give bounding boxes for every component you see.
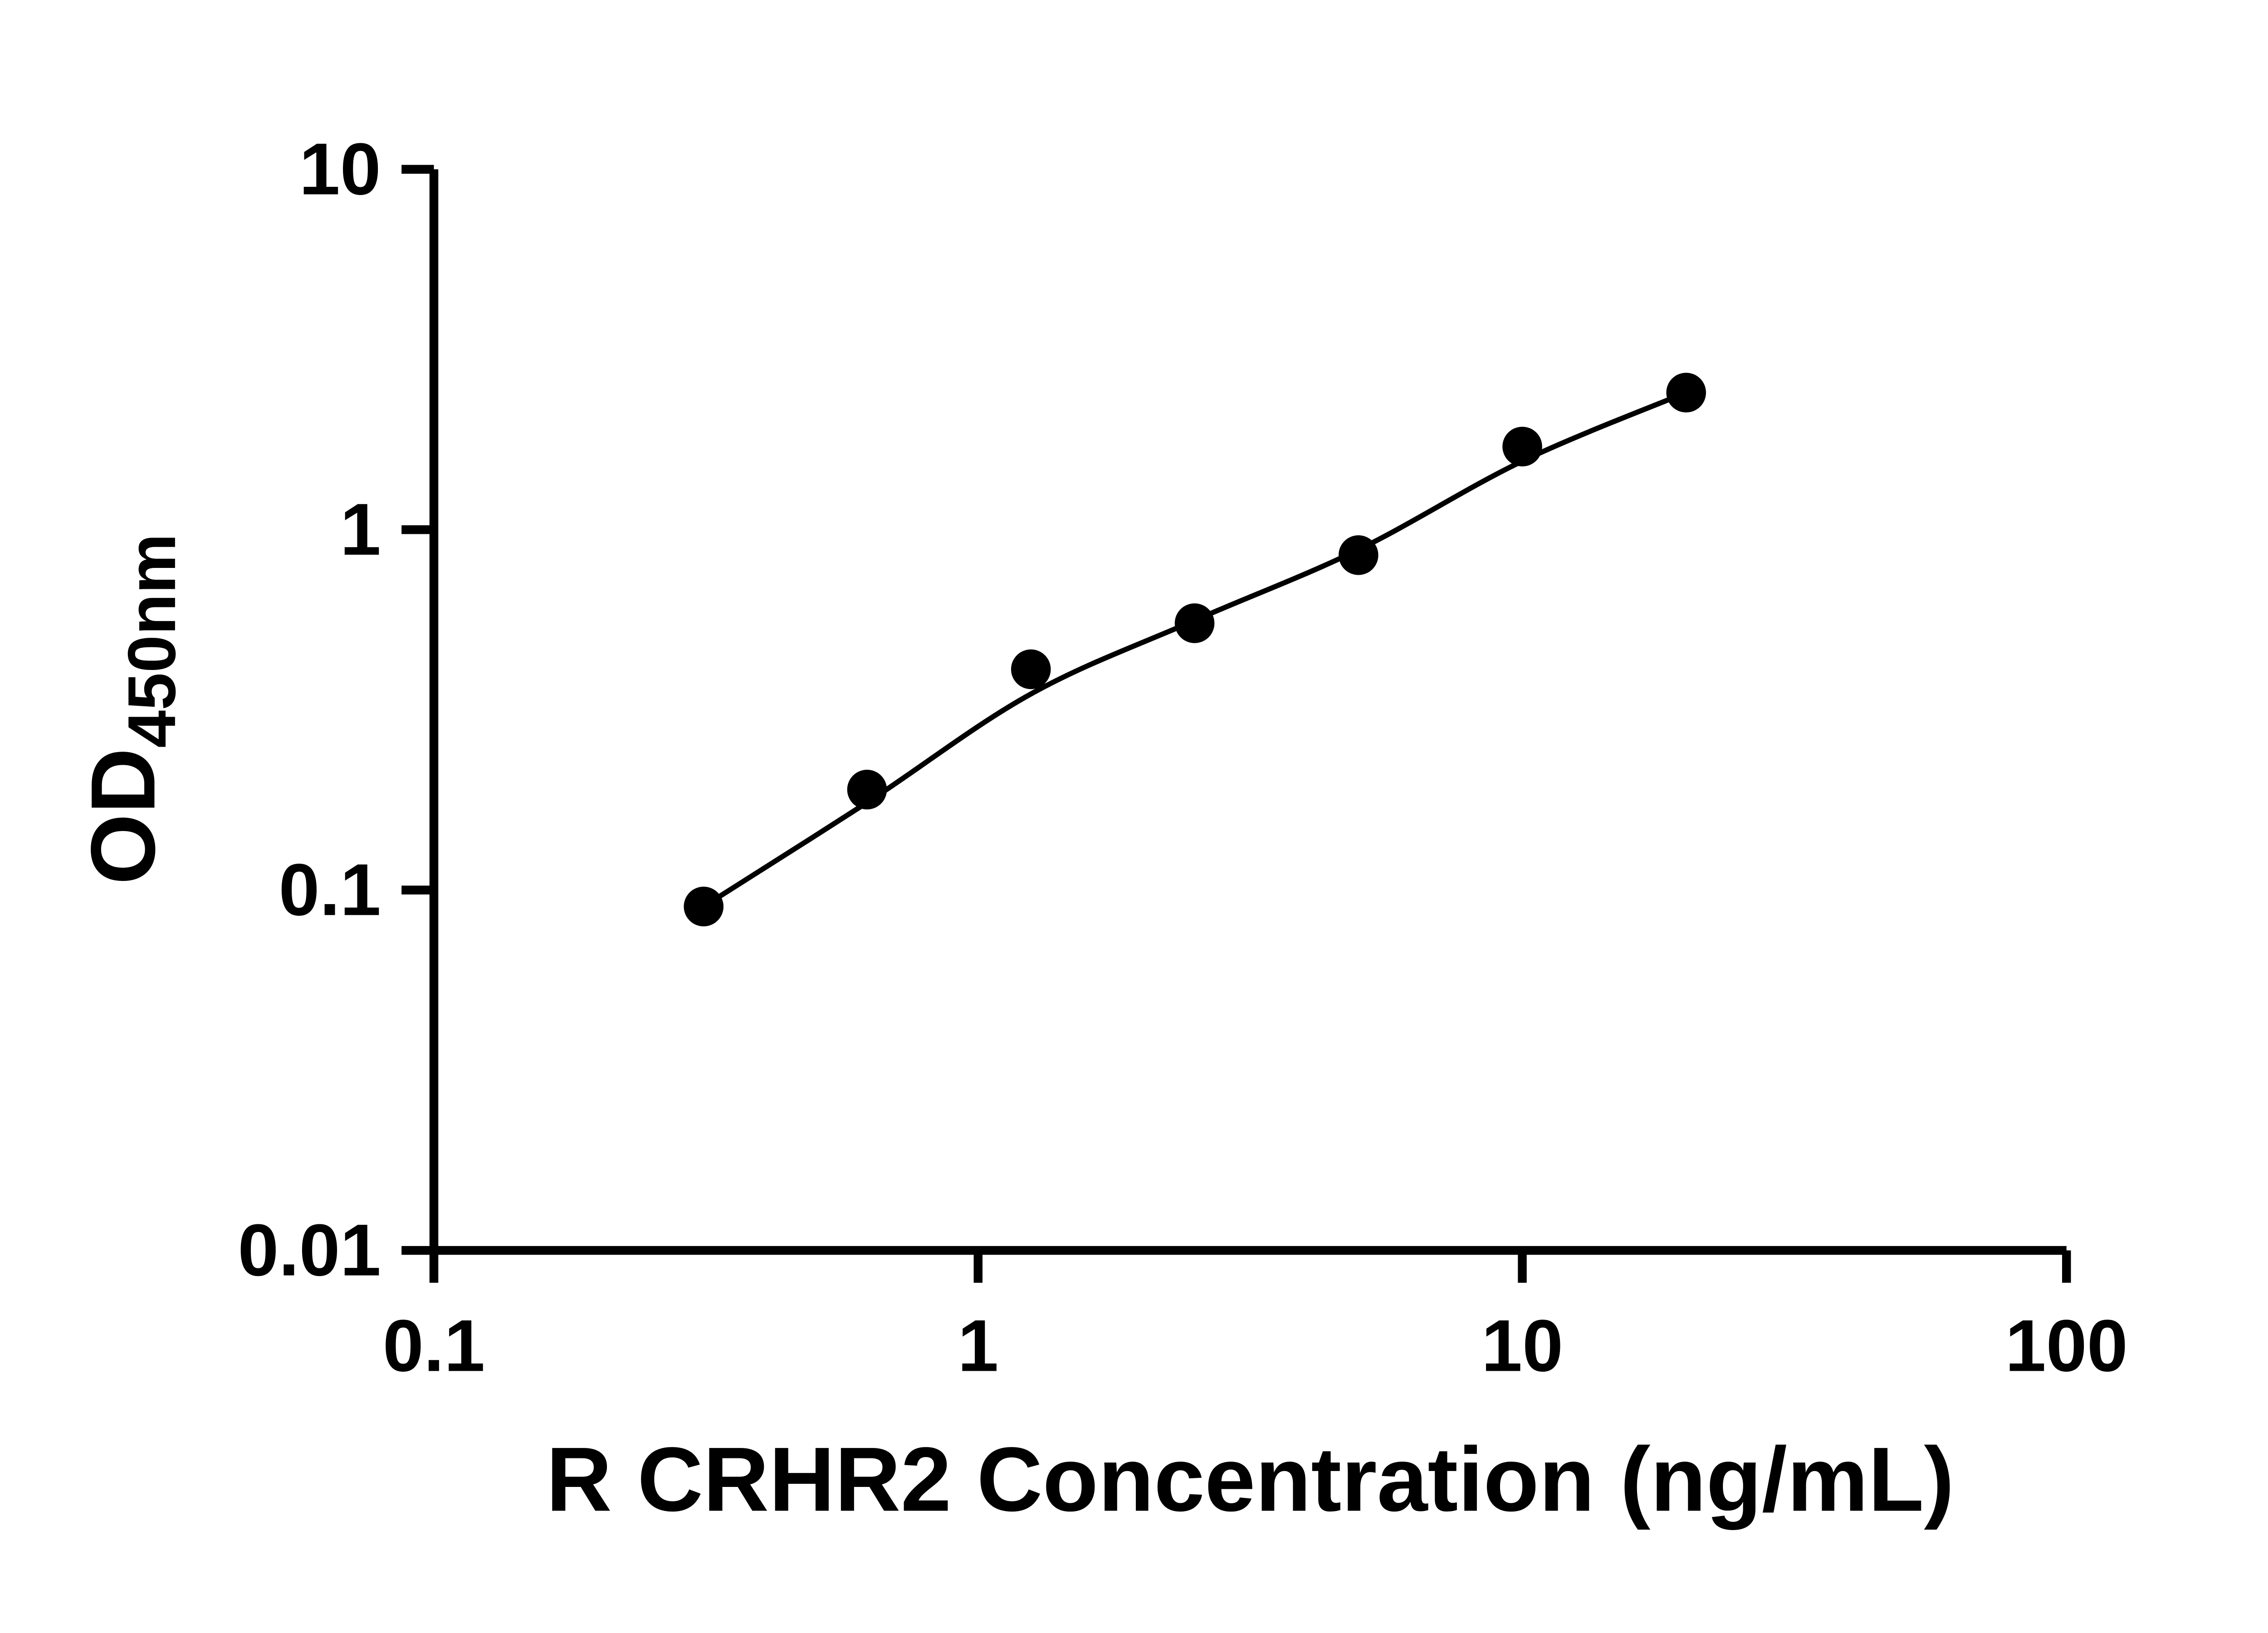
- x-axis-tick-label: 0.1: [383, 1305, 485, 1387]
- data-point-marker: [1011, 649, 1051, 689]
- data-point-marker: [1502, 426, 1542, 467]
- x-axis-tick-label: 10: [1481, 1305, 1563, 1387]
- y-axis-title-main: OD: [72, 748, 174, 885]
- x-axis-tick-label: 1: [958, 1305, 998, 1387]
- fit-curve-line: [702, 390, 1687, 909]
- y-axis-title-subscript: 450nm: [114, 533, 190, 748]
- y-axis-tick-label: 0.01: [238, 1209, 381, 1291]
- x-axis-title: R CRHR2 Concentration (ng/mL): [546, 1428, 1954, 1530]
- y-axis-title: OD450nm: [72, 533, 189, 885]
- data-point-marker: [1666, 372, 1706, 413]
- y-axis-tick-label: 0.1: [279, 849, 381, 931]
- axis-spines: [429, 169, 2067, 1255]
- data-point-marker: [847, 769, 887, 810]
- data-point-marker: [1339, 535, 1378, 575]
- x-axis-tick-label: 100: [2005, 1305, 2128, 1387]
- data-point-marker: [1174, 603, 1215, 643]
- plot-area: [684, 372, 1706, 927]
- data-point-marker: [684, 886, 724, 927]
- y-axis-tick-label: 10: [299, 128, 381, 210]
- y-axis-tick-label: 1: [340, 489, 381, 571]
